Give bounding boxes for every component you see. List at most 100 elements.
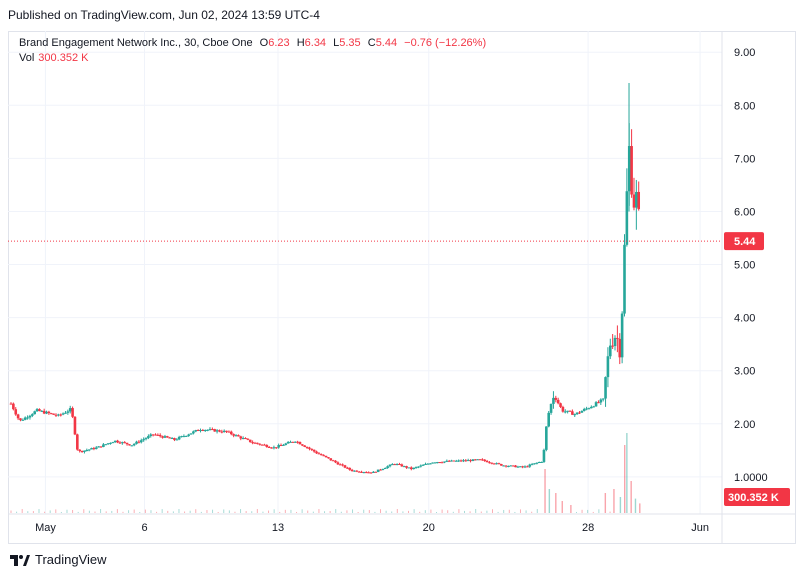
candle-body xyxy=(196,430,200,432)
volume-bar xyxy=(150,510,152,513)
volume-bar xyxy=(391,511,393,513)
candle-body xyxy=(630,146,633,195)
candle-body xyxy=(431,462,434,464)
candle-body xyxy=(516,466,520,468)
volume-bar xyxy=(581,509,583,513)
volume-bar xyxy=(256,509,258,513)
candle-body xyxy=(49,413,53,415)
volume-bar xyxy=(55,509,57,513)
candle-body xyxy=(213,429,217,432)
close-label: C xyxy=(367,37,376,49)
candle-body xyxy=(436,462,439,464)
candle-body xyxy=(19,418,22,421)
candle-body xyxy=(206,429,209,431)
candle-body xyxy=(57,414,60,416)
candle-body xyxy=(367,472,370,474)
candle-body xyxy=(338,464,342,466)
candle-body xyxy=(111,442,115,444)
candle-body xyxy=(561,406,565,412)
volume-bar xyxy=(544,469,546,513)
candle-body xyxy=(566,410,569,412)
candle-body xyxy=(232,434,235,436)
candle-body xyxy=(61,413,65,415)
candle-body xyxy=(85,450,89,452)
volume-bar xyxy=(548,489,551,513)
candle-body xyxy=(9,403,13,405)
candle-body xyxy=(521,466,524,468)
footer-brand[interactable]: TradingView xyxy=(10,552,107,567)
volume-bar xyxy=(630,481,632,513)
candle-body xyxy=(334,460,337,463)
candle-body xyxy=(218,430,221,432)
candle-body xyxy=(90,448,93,450)
candle-body xyxy=(360,471,363,473)
chart-frame xyxy=(8,31,796,544)
candle-body xyxy=(348,467,352,470)
volume-bar xyxy=(172,511,174,513)
candle-body xyxy=(187,434,190,436)
volume-bar xyxy=(570,505,572,513)
volume-bar xyxy=(441,509,443,513)
volume-bar xyxy=(587,509,589,513)
y-tick-label: 5.00 xyxy=(734,260,755,272)
candle-body xyxy=(277,445,280,448)
candle-body xyxy=(405,466,408,468)
candle-body xyxy=(469,460,472,462)
candle-body xyxy=(438,462,442,464)
candle-body xyxy=(410,467,413,470)
candle-body xyxy=(331,460,335,462)
volume-bar xyxy=(346,510,348,513)
candle-body xyxy=(417,466,420,468)
volume-bar xyxy=(486,510,488,513)
candle-body xyxy=(308,447,311,449)
candle-body xyxy=(400,464,404,467)
candle-body xyxy=(540,461,543,463)
candle-body xyxy=(106,443,110,445)
candle-body xyxy=(471,459,475,462)
volume-bar xyxy=(555,493,557,513)
candle-body xyxy=(199,430,202,432)
candle-body xyxy=(258,443,262,445)
candle-body xyxy=(151,434,155,436)
candle-body xyxy=(424,463,427,465)
candle-body xyxy=(130,445,134,447)
candle-body xyxy=(163,436,167,438)
candle-body xyxy=(530,464,534,466)
candle-body xyxy=(407,467,411,469)
volume-bar xyxy=(234,511,236,513)
x-tick-label: 20 xyxy=(423,522,435,534)
candle-body xyxy=(357,471,361,473)
volume-bar xyxy=(10,510,12,513)
candle-body xyxy=(379,469,382,471)
volume-bar xyxy=(430,509,432,513)
volume-bar xyxy=(128,510,130,513)
volume-bar xyxy=(88,510,90,513)
candle-body xyxy=(466,460,470,462)
candle-body xyxy=(73,416,77,435)
volume-bar xyxy=(374,511,376,513)
close-value: 5.44 xyxy=(375,37,398,49)
candle-body xyxy=(616,337,619,339)
candle-body xyxy=(282,444,285,446)
candle-body xyxy=(635,191,638,208)
open-label: O xyxy=(259,37,269,49)
volume-bar xyxy=(424,510,426,513)
volume-bar xyxy=(447,510,449,513)
candle-body xyxy=(66,411,70,413)
volume-bar xyxy=(72,509,74,513)
volume-bar xyxy=(598,509,600,513)
candle-body xyxy=(495,463,498,465)
candle-body xyxy=(16,414,20,419)
volume-bar xyxy=(396,509,398,513)
candle-body xyxy=(608,345,612,357)
candle-body xyxy=(376,469,380,473)
price-chart[interactable]: 1.0000 2.00 3.00 4.00 5.00 6.00 7.00 8.00 9.00 5.… xyxy=(8,31,796,544)
volume-bar xyxy=(519,509,521,513)
candle-body xyxy=(229,431,233,435)
volume-bar xyxy=(262,511,264,513)
candle-body xyxy=(573,414,577,416)
candle-body xyxy=(154,434,157,436)
candle-body xyxy=(246,438,250,440)
candle-body xyxy=(310,448,314,450)
candle-body xyxy=(241,438,245,440)
